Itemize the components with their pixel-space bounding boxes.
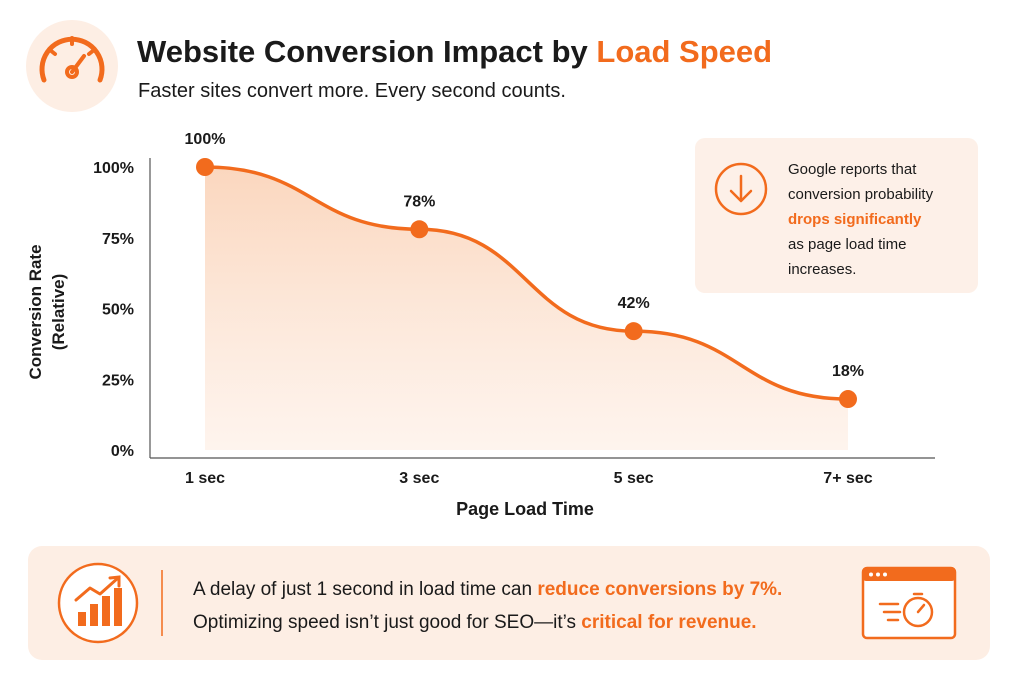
y-tick-label: 75%	[102, 231, 134, 248]
callout-text: conversion probability	[788, 186, 934, 203]
banner	[28, 546, 990, 660]
value-label: 100%	[185, 131, 226, 148]
banner-highlight: reduce conversions by 7%.	[537, 579, 782, 600]
callout-highlight: drops significantly	[788, 211, 922, 228]
y-tick-label: 25%	[102, 372, 134, 389]
callout-text: as page load time	[788, 236, 906, 253]
callout-box	[695, 138, 978, 293]
point	[196, 158, 214, 176]
x-tick-label: 1 sec	[185, 470, 225, 487]
subtitle: Faster sites convert more. Every second …	[138, 80, 566, 102]
line	[204, 165, 849, 401]
browser-timer-icon	[861, 566, 957, 640]
value-label: 18%	[832, 363, 864, 380]
growth-icon	[57, 562, 139, 644]
banner-text: A delay of just 1 second in load time ca…	[193, 579, 532, 600]
y-tick-label: 50%	[102, 302, 134, 319]
banner-line: Optimizing speed isn’t just good for SEO…	[193, 612, 757, 633]
callout-text: increases.	[788, 261, 856, 278]
y-axis-title-line: (Relative)	[49, 274, 68, 351]
banner-text: Optimizing speed isn’t just good for SEO…	[193, 612, 576, 633]
callout-text: Google reports that	[788, 161, 917, 178]
title-highlight: Load Speed	[596, 34, 772, 69]
x-tick-label: 7+ sec	[823, 470, 872, 487]
y-tick-label: 0%	[111, 443, 134, 460]
value-label: 78%	[403, 193, 435, 210]
down-arrow-icon	[714, 162, 768, 216]
y-axis-title-line: Conversion Rate	[26, 244, 45, 379]
y-axis-title: Conversion Rate (Relative)	[26, 244, 68, 379]
x-axis-title: Page Load Time	[456, 499, 594, 519]
point	[624, 322, 643, 341]
title: Website Conversion Impact by Load Speed	[137, 34, 772, 69]
point	[410, 220, 429, 239]
value-label: 42%	[618, 295, 650, 312]
plot: 0% 25% 50% 75% 100% 1 sec 3 sec 5 sec 7+ sec 100%…	[93, 131, 873, 487]
banner-highlight: critical for revenue.	[581, 612, 756, 633]
x-tick-label: 5 sec	[614, 470, 654, 487]
speed-icon	[26, 20, 118, 112]
x-tick-label: 3 sec	[399, 470, 439, 487]
point	[839, 390, 857, 409]
y-tick-label: 100%	[93, 160, 134, 177]
title-text: Website Conversion Impact by	[137, 34, 589, 69]
banner-line: A delay of just 1 second in load time ca…	[193, 579, 782, 600]
area	[205, 167, 848, 450]
